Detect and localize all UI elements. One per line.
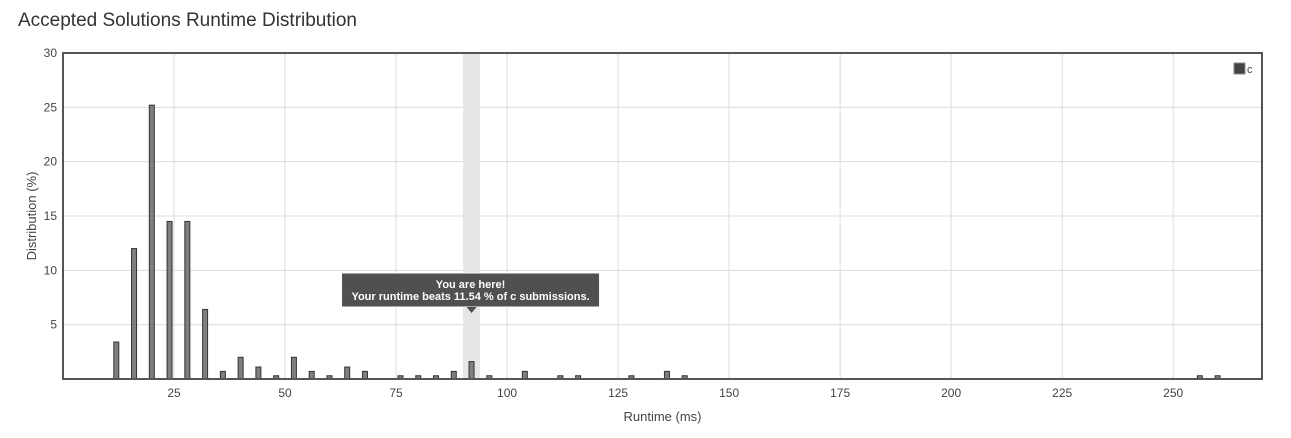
x-tick-label-25: 25 <box>167 386 181 400</box>
highlight-band <box>463 54 481 378</box>
bars <box>113 104 1221 380</box>
bar-68[interactable] <box>361 370 368 380</box>
bar-92[interactable] <box>468 361 475 380</box>
y-tick-label-15: 15 <box>44 209 58 223</box>
highlight-column <box>463 54 481 378</box>
x-axis-label: Runtime (ms) <box>623 409 701 424</box>
legend-label-c[interactable]: c <box>1247 64 1253 76</box>
x-tick-label-75: 75 <box>389 386 403 400</box>
bar-56[interactable] <box>308 370 315 380</box>
x-tick-label-175: 175 <box>830 386 850 400</box>
x-tick-label-150: 150 <box>719 386 739 400</box>
bar-104[interactable] <box>521 370 528 380</box>
tooltip-line-1: You are here! <box>436 279 506 291</box>
x-tick-label-100: 100 <box>497 386 517 400</box>
page-title: Accepted Solutions Runtime Distribution <box>18 10 358 31</box>
tooltip-line-2: Your runtime beats 11.54 % of c submissi… <box>351 291 589 303</box>
bar-20[interactable] <box>148 104 155 380</box>
tooltip: You are here! Your runtime beats 11.54 %… <box>341 272 601 313</box>
bar-136[interactable] <box>663 370 670 380</box>
bar-88[interactable] <box>450 370 457 380</box>
x-tick-label-225: 225 <box>1052 386 1072 400</box>
x-tick-label-125: 125 <box>608 386 628 400</box>
bar-64[interactable] <box>344 366 351 380</box>
y-tick-label-30: 30 <box>44 46 58 60</box>
bar-16[interactable] <box>131 248 138 380</box>
y-tick-label-10: 10 <box>44 263 58 277</box>
tooltip-box <box>341 272 601 308</box>
bar-44[interactable] <box>255 366 262 380</box>
bar-36[interactable] <box>219 370 226 380</box>
bar-12[interactable] <box>113 341 120 380</box>
x-tick-label-50: 50 <box>278 386 292 400</box>
y-axis-label: Distribution (%) <box>24 172 39 261</box>
y-tick-label-5: 5 <box>50 318 57 332</box>
bar-32[interactable] <box>202 308 209 380</box>
bar-52[interactable] <box>290 356 297 380</box>
x-tick-label-250: 250 <box>1163 386 1183 400</box>
legend[interactable]: c <box>1233 62 1253 76</box>
legend-swatch-c[interactable] <box>1233 62 1246 75</box>
plot-frame <box>62 52 1263 380</box>
bar-24[interactable] <box>166 220 173 380</box>
grid-lines <box>63 52 1262 379</box>
y-tick-label-20: 20 <box>44 155 58 169</box>
x-tick-label-200: 200 <box>941 386 961 400</box>
bar-28[interactable] <box>184 220 191 380</box>
y-tick-label-25: 25 <box>44 100 58 114</box>
tick-labels: 25 50 75 100 125 150 175 200 225 250 5 10 15 20 25 30 <box>44 46 1184 400</box>
tooltip-arrow <box>466 307 477 313</box>
bar-40[interactable] <box>237 356 244 380</box>
